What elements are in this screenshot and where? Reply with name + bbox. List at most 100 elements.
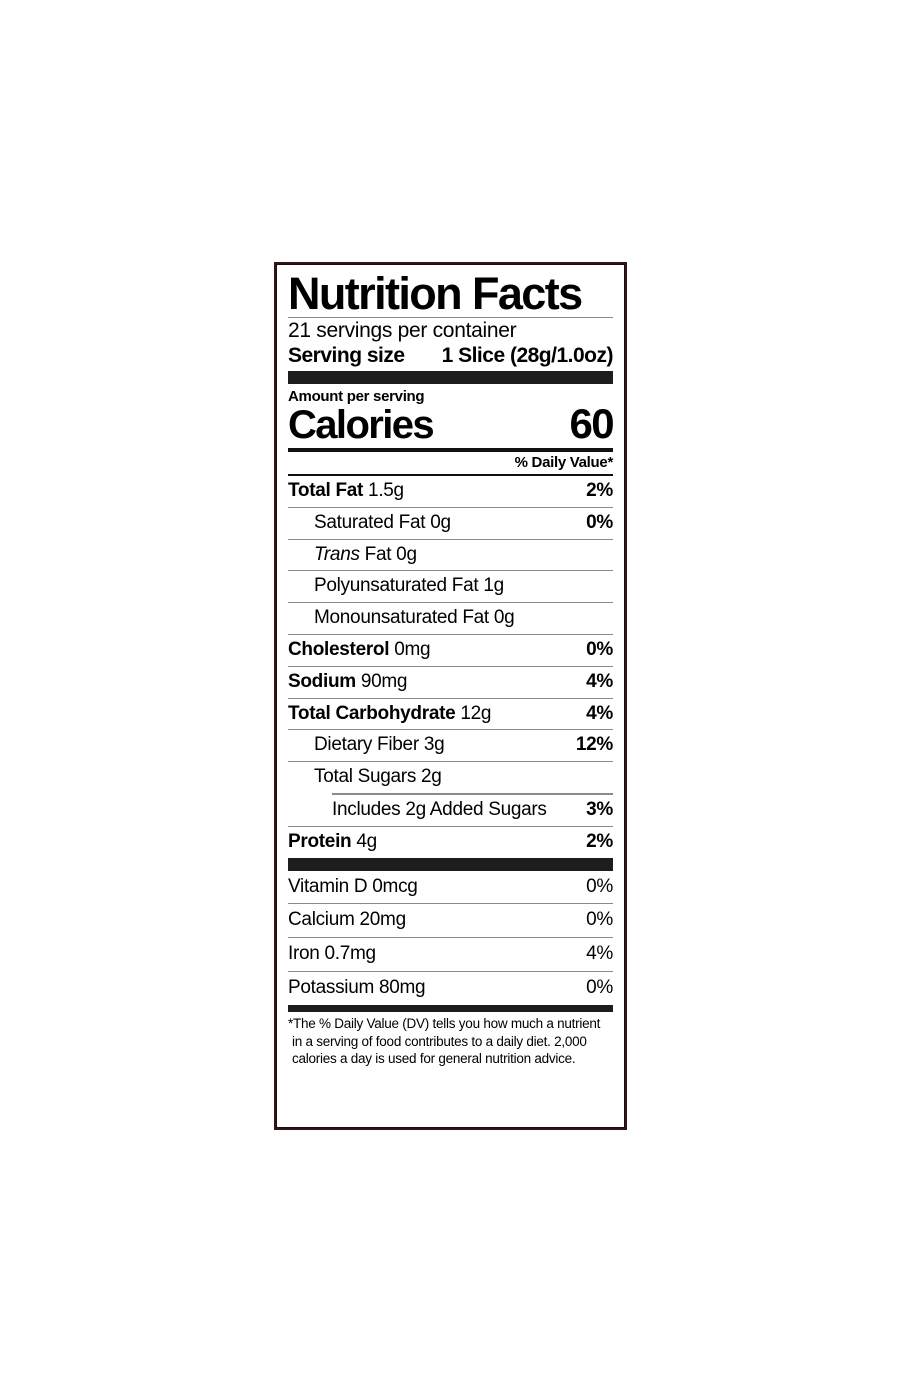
calories-label: Calories — [288, 403, 435, 448]
vitamin-row-iron: Iron 0.7mg 4% — [288, 938, 613, 971]
nutrient-name: Total Carbohydrate 12g — [288, 703, 491, 726]
daily-value-top-rule — [288, 448, 613, 453]
nutrient-percent: 2% — [586, 480, 613, 502]
nutrient-amount: 2g — [421, 766, 442, 788]
nutrient-percent: 4% — [586, 670, 613, 692]
daily-value-bottom-rule — [288, 474, 613, 477]
row-divider — [288, 825, 613, 827]
nutrient-name: Includes 2g Added Sugars — [288, 799, 547, 822]
vitamin-name: Iron 0.7mg — [288, 943, 376, 965]
calories-value: 60 — [569, 400, 614, 448]
nutrient-label: Dietary Fiber — [314, 734, 419, 756]
nutrient-name: Total Sugars 2g — [288, 766, 442, 789]
row-divider — [288, 697, 613, 699]
nutrient-amount: 3g — [423, 734, 445, 756]
nutrient-percent: 0% — [586, 639, 613, 661]
nutrient-percent: 12% — [575, 734, 613, 756]
vitamin-percent: 0% — [586, 909, 613, 931]
serving-size-value: 1 Slice (28g/1.0oz) — [441, 344, 614, 368]
row-divider — [288, 538, 613, 540]
row-divider — [288, 971, 613, 972]
nutrient-label: Saturated Fat — [314, 511, 426, 533]
nutrient-amount: 0mg — [394, 639, 431, 661]
serving-size-label: Serving size — [288, 344, 405, 368]
row-divider — [288, 602, 613, 604]
nutrient-amount: Fat 0g — [364, 543, 417, 565]
nutrient-label: Trans — [314, 543, 360, 565]
nutrient-name: Sodium 90mg — [288, 671, 407, 694]
vitamin-name: Vitamin D 0mcg — [288, 875, 418, 897]
nutrient-row-monounsaturated-fat: Monounsaturated Fat 0g — [288, 603, 613, 634]
vitamin-percent: 4% — [586, 943, 613, 965]
vitamin-percent: 0% — [586, 875, 613, 897]
nutrient-name: Dietary Fiber 3g — [288, 734, 445, 757]
nutrient-row-total-sugars: Total Sugars 2g — [288, 762, 613, 793]
nutrient-label: Total Carbohydrate — [288, 702, 456, 724]
row-divider — [288, 761, 613, 763]
nutrient-row-trans-fat: Trans Fat 0g — [288, 540, 613, 571]
calories-section-bar — [288, 370, 613, 384]
nutrient-percent: 3% — [586, 799, 613, 821]
nutrient-label: Protein — [288, 830, 352, 852]
nutrient-name: Monounsaturated Fat 0g — [288, 607, 515, 630]
nutrient-label: Includes 2g Added Sugars — [332, 799, 547, 821]
row-divider — [288, 570, 613, 572]
nutrition-facts-panel: Nutrition Facts 21 servings per containe… — [274, 262, 627, 1130]
vitamins-section-bar — [288, 857, 613, 871]
nutrient-percent: 2% — [586, 830, 613, 852]
daily-value-header: % Daily Value* — [514, 454, 614, 472]
nutrient-amount: 0g — [430, 511, 451, 533]
servings-per-container: 21 servings per container — [288, 318, 517, 342]
row-divider — [288, 634, 613, 636]
nutrient-amount: 1g — [483, 575, 504, 597]
vitamin-row-vitamin-d: Vitamin D 0mcg 0% — [288, 871, 613, 904]
nutrient-label: Total Sugars — [314, 766, 417, 788]
nutrient-row-dietary-fiber: Dietary Fiber 3g 12% — [288, 730, 613, 761]
nutrient-row-added-sugars: Includes 2g Added Sugars 3% — [288, 795, 613, 826]
nutrient-label: Total Fat — [288, 480, 364, 502]
nutrient-label: Polyunsaturated Fat — [314, 575, 479, 597]
vitamin-name: Potassium 80mg — [288, 977, 426, 998]
vitamin-row-calcium: Calcium 20mg 0% — [288, 904, 613, 937]
title-divider — [288, 316, 613, 318]
nutrient-row-protein: Protein 4g 2% — [288, 827, 613, 858]
nutrient-row-total-fat: Total Fat 1.5g 2% — [288, 476, 613, 507]
vitamin-name: Calcium 20mg — [288, 909, 406, 931]
nutrient-row-total-carbohydrate: Total Carbohydrate 12g 4% — [288, 699, 613, 730]
nutrient-label: Cholesterol — [288, 639, 390, 661]
nutrient-row-saturated-fat: Saturated Fat 0g 0% — [288, 508, 613, 539]
page-title: Nutrition Facts — [288, 268, 583, 319]
row-divider — [288, 903, 613, 905]
nutrient-name: Protein 4g — [288, 831, 377, 854]
vitamin-percent: 0% — [586, 977, 613, 998]
nutrient-name: Cholesterol 0mg — [288, 639, 431, 662]
nutrient-amount: 90mg — [360, 670, 408, 692]
nutrient-amount: 4g — [356, 830, 377, 852]
nutrient-name: Total Fat 1.5g — [288, 480, 404, 503]
row-divider — [288, 665, 613, 667]
nutrient-row-sodium: Sodium 90mg 4% — [288, 667, 613, 698]
nutrient-amount: 1.5g — [368, 480, 404, 502]
nutrient-label: Sodium — [288, 670, 356, 692]
nutrient-name: Saturated Fat 0g — [288, 512, 451, 535]
nutrient-percent: 4% — [586, 702, 613, 724]
nutrient-row-cholesterol: Cholesterol 0mg 0% — [288, 635, 613, 666]
row-divider — [288, 729, 613, 731]
nutrient-percent: 0% — [586, 511, 613, 533]
nutrient-label: Monounsaturated Fat — [314, 607, 489, 629]
daily-value-footnote: *The % Daily Value (DV) tells you how mu… — [288, 1015, 601, 1067]
row-divider — [288, 506, 613, 508]
serving-size-row: Serving size 1 Slice (28g/1.0oz) — [288, 343, 614, 369]
nutrient-name: Trans Fat 0g — [288, 544, 417, 567]
nutrient-name: Polyunsaturated Fat 1g — [288, 575, 504, 598]
calories-row: Calories 60 — [288, 400, 615, 448]
vitamin-row-potassium: Potassium 80mg 0% — [288, 972, 613, 1005]
amount-per-serving-label: Amount per serving — [288, 387, 425, 405]
nutrient-amount: 0g — [493, 607, 515, 629]
nutrient-row-polyunsaturated-fat: Polyunsaturated Fat 1g — [288, 571, 613, 602]
row-divider-inset — [332, 793, 613, 796]
nutrient-amount: 12g — [460, 702, 492, 724]
footnote-bar — [288, 1004, 613, 1012]
nutrition-facts-inner: Nutrition Facts 21 servings per containe… — [276, 264, 625, 1128]
row-divider — [288, 937, 613, 939]
